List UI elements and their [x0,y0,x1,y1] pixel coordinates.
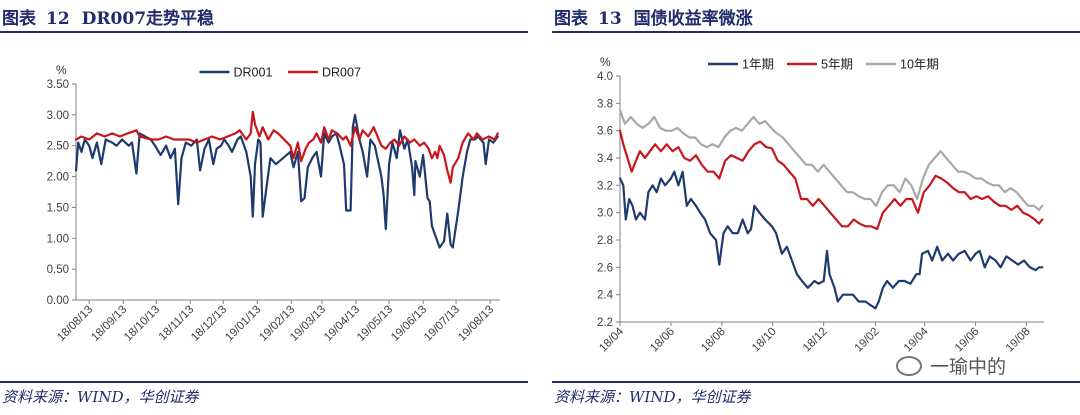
y-tick-label: 3.8 [597,98,613,110]
y-tick-label: 2.50 [47,141,69,153]
title-rule [0,31,528,33]
x-tick-label: 19/08 [1004,326,1033,355]
x-tick-label: 19/05/13 [355,304,395,344]
y-tick-label: 3.4 [597,153,614,165]
y-tick-label: 2.2 [597,317,613,329]
source-rule [0,381,528,383]
treasury-yield-chart: 2.2 2.4 2.6 2.8 3.0 3.2 3.4 3.6 3.8 4.0% 18/04 18/0… [597,55,1044,355]
y-tick-label: 3.6 [597,126,613,138]
x-tick-label: 19/02 [853,326,882,355]
x-tick-label: 18/10 [750,326,779,355]
x-tick-label: 18/04 [597,325,626,354]
x-tick-label: 18/10/13 [122,304,162,344]
x-tick-label: 19/07/13 [422,304,462,344]
watermark-text: 一瑜中的 [930,356,1007,378]
y-tick-label: 0.00 [47,295,69,307]
dr-rate-chart: 0.00 0.50 1.00 1.50 2.00 2.50 3.00 3.50% 18/08/1… [47,63,500,344]
y-unit-label: % [600,55,611,69]
x-tick-label: 19/08/13 [456,304,496,344]
legend-label: 5年期 [821,58,853,72]
legend-label: DR001 [234,66,273,80]
figure-12-panel: 图表 12 DR007走势平稳 0.00 0.50 1.00 1.50 2.00 2.50 3.… [0,0,528,415]
series-line-1年期 [618,170,1044,310]
y-unit-label: % [56,63,67,77]
wechat-watermark: 一瑜中的 [896,352,1006,379]
wechat-icon [896,356,922,376]
y-tick-label: 4.0 [597,71,613,83]
y-tick-label: 1.50 [47,202,69,214]
figure-13-title: 图表 13 国债收益率微涨 [554,4,753,29]
series-line-10年期 [618,109,1044,211]
source-rule [552,381,1080,383]
series-line-5年期 [618,129,1044,231]
y-tick-label: 2.6 [597,262,613,274]
x-tick-label: 18/08 [699,326,728,355]
y-tick-label: 2.8 [597,235,613,247]
y-tick-label: 0.50 [47,264,69,276]
figure-12-title: 图表 12 DR007走势平稳 [2,4,214,29]
x-tick-label: 18/12/13 [189,304,229,344]
title-rule [552,31,1080,33]
y-tick-label: 3.00 [47,110,69,122]
y-tick-label: 3.0 [597,208,613,220]
source-note: 资料来源：WIND，华创证券 [554,388,751,406]
figure-caption: 国债收益率微涨 [633,9,753,29]
x-tick-label: 19/06 [953,326,982,355]
x-tick-label: 19/01/13 [223,304,263,344]
legend-label: DR007 [322,66,361,80]
figure-number: 13 [598,9,622,29]
figure-caption: DR007走势平稳 [81,9,215,29]
x-tick-label: 18/08/13 [55,304,95,344]
figure-number: 12 [46,9,70,29]
y-tick-label: 2.4 [597,290,614,302]
x-tick-label: 19/04 [902,325,931,354]
x-tick-label: 18/12 [801,326,830,355]
x-tick-label: 18/06 [648,326,677,355]
series-line-DR007 [74,110,499,184]
y-tick-label: 2.00 [47,172,69,184]
y-tick-label: 3.50 [47,79,69,91]
y-tick-label: 3.2 [597,180,613,192]
figure-label: 图表 [554,9,588,29]
figure-label: 图表 [2,9,36,29]
legend-label: 1年期 [742,58,774,72]
series-line-DR001 [74,113,499,249]
y-tick-label: 1.00 [47,233,69,245]
source-note: 资料来源：WIND，华创证券 [2,388,199,406]
legend-label: 10年期 [900,58,939,72]
figure-13-panel: 图表 13 国债收益率微涨 2.2 2.4 2.6 2.8 3.0 3.2 3.4 3.6 3.8 4… [552,0,1080,415]
